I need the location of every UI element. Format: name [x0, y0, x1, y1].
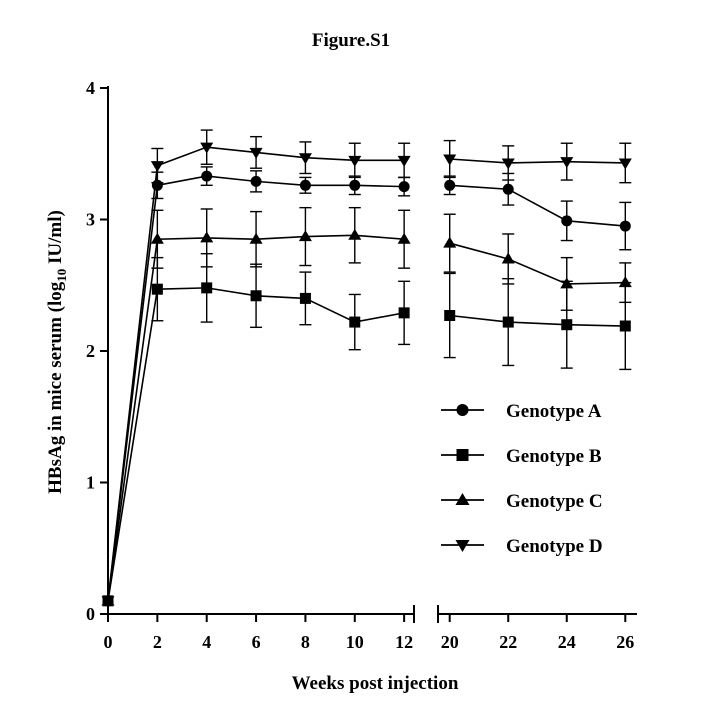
data-point: [201, 170, 213, 182]
data-point: [560, 157, 574, 169]
data-point: [200, 142, 214, 154]
data-point: [501, 252, 515, 264]
x-tick-label: 24: [558, 632, 576, 652]
x-axis-title: Weeks post injection: [292, 673, 459, 694]
x-tick-label: 12: [395, 632, 413, 652]
data-point: [443, 236, 457, 248]
legend-label: Genotype B: [506, 446, 602, 467]
data-point: [619, 320, 631, 332]
x-tick-label: 4: [202, 632, 211, 652]
y-tick-label: 4: [86, 78, 95, 98]
x-tick-label: 8: [301, 632, 310, 652]
data-point: [618, 276, 632, 288]
legend-marker: [455, 540, 470, 552]
data-point: [398, 307, 410, 319]
legend-marker: [455, 493, 470, 505]
data-point: [502, 183, 514, 195]
series-area: [101, 129, 632, 608]
data-point: [299, 292, 311, 304]
legend-label: Genotype D: [506, 536, 603, 557]
y-tick-label: 2: [86, 341, 95, 361]
x-tick-label: 22: [499, 632, 517, 652]
data-point: [348, 228, 362, 240]
legend-item: Genotype A: [441, 401, 602, 422]
legend-marker: [456, 404, 469, 416]
x-tick-label: 6: [252, 632, 261, 652]
legend-item: Genotype D: [441, 536, 603, 557]
data-point: [444, 179, 456, 191]
data-point: [151, 283, 163, 295]
data-point: [249, 232, 263, 244]
series-line: [107, 287, 405, 601]
chart-title: Figure.S1: [311, 30, 391, 51]
x-tick-label: 20: [441, 632, 459, 652]
legend: Genotype A Genotype B Genotype C Genotype D: [441, 401, 603, 557]
data-point: [618, 158, 632, 170]
x-tick-label: 10: [346, 632, 364, 652]
data-point: [397, 232, 411, 244]
data-point: [101, 596, 115, 608]
x-tick-label: 26: [616, 632, 634, 652]
legend-item: Genotype B: [441, 446, 602, 467]
legend-item: Genotype C: [441, 491, 603, 512]
data-point: [444, 309, 456, 321]
data-point: [250, 290, 262, 302]
series-line: [449, 158, 626, 164]
data-point: [250, 175, 262, 187]
data-point: [501, 158, 515, 170]
series-genotype-d: [101, 129, 632, 608]
series-line: [449, 314, 626, 327]
data-point: [200, 231, 214, 243]
data-point: [299, 179, 311, 191]
y-axis-title-end: IU/ml): [45, 210, 66, 269]
data-point: [397, 155, 411, 167]
data-point: [349, 316, 361, 328]
data-point: [443, 154, 457, 166]
data-point: [561, 215, 573, 227]
y-axis-title-subscript: 10: [54, 269, 69, 282]
y-axis-title-main: HBsAg in mice serum (log: [45, 281, 66, 494]
series-line: [449, 242, 626, 285]
legend-label: Genotype C: [506, 491, 603, 512]
data-point: [502, 316, 514, 328]
y-tick-label: 1: [86, 473, 95, 493]
data-point: [298, 230, 312, 242]
data-point: [561, 319, 573, 331]
data-point: [619, 220, 631, 232]
y-tick-label: 0: [86, 604, 95, 624]
data-point: [348, 155, 362, 167]
data-point: [150, 161, 164, 173]
x-tick-label: 2: [153, 632, 162, 652]
y-axis-title: HBsAg in mice serum (log10 IU/ml): [45, 210, 69, 494]
data-point: [298, 153, 312, 165]
data-point: [249, 147, 263, 159]
data-point: [560, 277, 574, 289]
legend-marker: [456, 449, 469, 461]
data-point: [349, 179, 361, 191]
series-line: [449, 184, 626, 227]
data-point: [150, 232, 164, 244]
legend-label: Genotype A: [506, 401, 602, 422]
x-tick-label: 0: [104, 632, 113, 652]
data-point: [201, 282, 213, 294]
data-point: [398, 181, 410, 193]
series-genotype-c: [101, 206, 632, 606]
y-tick-label: 3: [86, 210, 95, 230]
